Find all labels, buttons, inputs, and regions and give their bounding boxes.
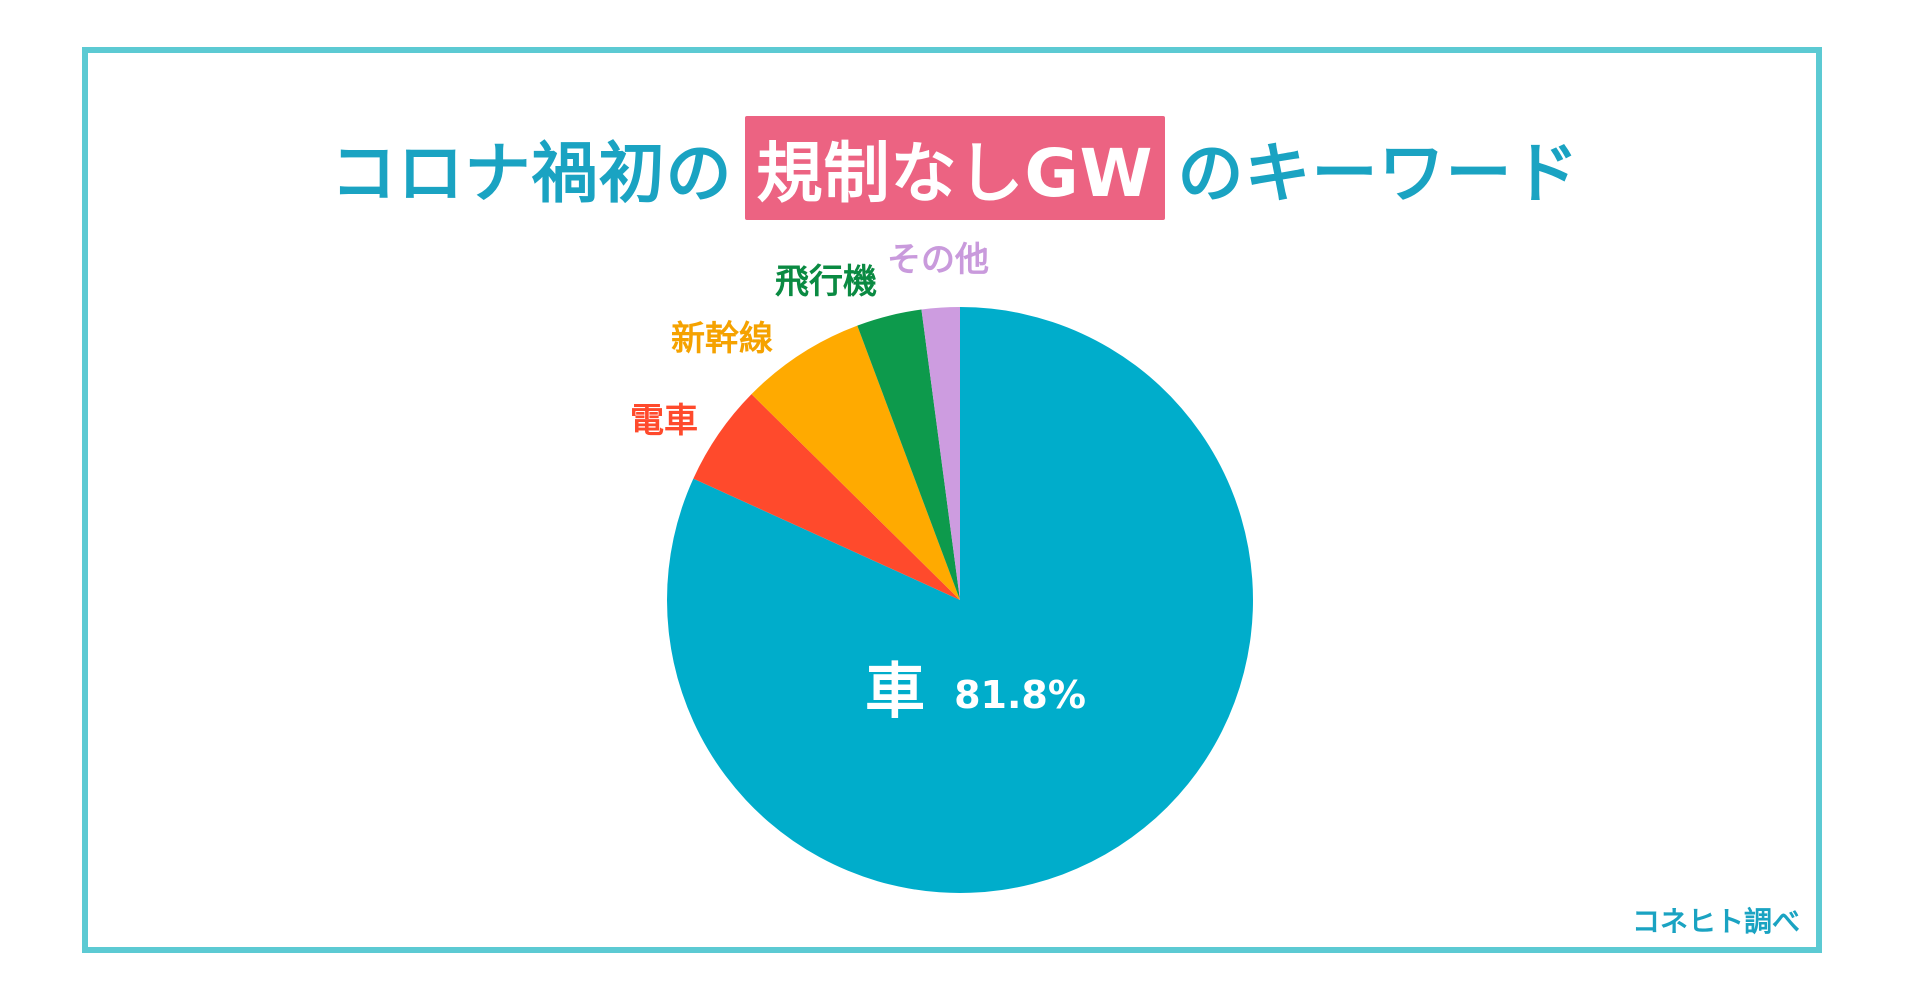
title-suffix: のキーワード [1177, 135, 1580, 212]
pie-slice-3 [857, 309, 960, 600]
title-prefix: コロナ禍初の [330, 135, 733, 212]
slice-value-label-0: 81.8% [954, 673, 1086, 717]
slice-label-1: 電車 [630, 401, 698, 441]
slice-label-3: 飛行機 [775, 262, 877, 302]
title-highlight: 規制なしGW [744, 116, 1166, 220]
pie-slice-2 [751, 325, 960, 600]
source-note: コネヒト調べ [1631, 905, 1800, 938]
slice-label-0: 車 [865, 657, 925, 727]
pie-slice-0 [666, 307, 1253, 894]
chart-title: コロナ禍初の 規制なしGW のキーワード [0, 116, 1910, 220]
pie-slice-4 [921, 307, 960, 600]
outer-frame [82, 47, 1822, 953]
slice-label-4: その他 [887, 240, 989, 280]
pie-slice-1 [693, 394, 960, 600]
slice-label-2: 新幹線 [671, 319, 773, 359]
